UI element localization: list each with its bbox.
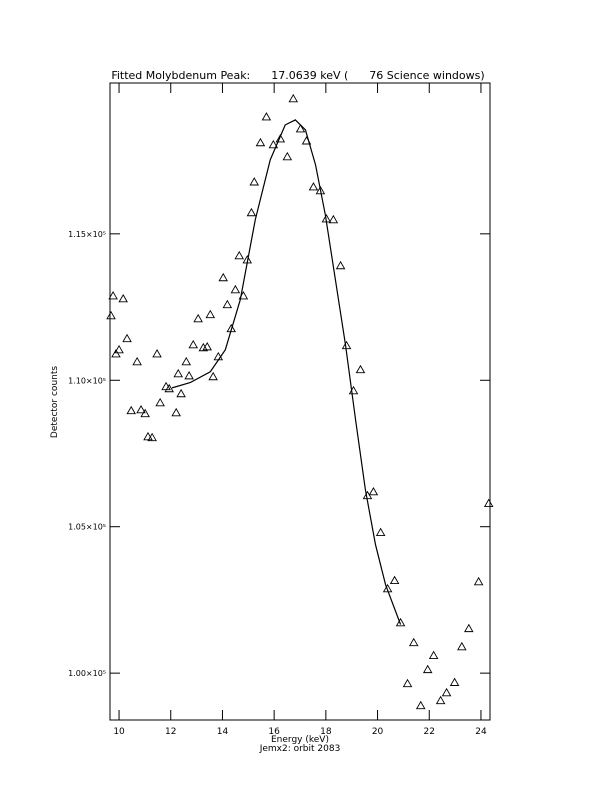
data-point [275,134,286,143]
data-point [155,397,165,407]
data-point [282,151,293,161]
subtitle: Jemx2: orbit 2083 [259,744,341,754]
data-point [415,700,426,710]
data-point [198,342,209,352]
y-tick-label: 1.10×10⁵ [68,376,106,385]
data-point [288,93,299,103]
data-point [122,333,132,343]
x-tick-label: 12 [165,727,176,737]
data-point [355,364,366,374]
data-point [114,344,124,354]
data-point [295,124,306,133]
data-point [441,687,452,697]
x-tick-label: 16 [268,727,280,737]
data-point [106,310,116,320]
data-point [428,650,439,660]
x-tick-label: 18 [320,727,332,737]
data-point [464,623,474,633]
data-point [147,432,157,442]
data-point [118,293,128,303]
x-tick-label: 10 [113,727,125,737]
data-point [205,309,216,319]
data-point [222,299,233,309]
data-point [164,383,174,393]
data-point [230,284,241,294]
x-tick-label: 20 [372,727,384,737]
data-point [375,527,386,537]
x-tick-label: 22 [424,727,435,737]
data-point [181,356,192,366]
data-point [111,349,121,358]
data-point [402,678,413,688]
data-point [176,388,186,398]
data-point [315,185,326,195]
data-point [208,371,218,381]
fit-line [171,119,402,625]
data-point [152,349,162,358]
data-point [457,641,467,651]
data-point [449,677,460,686]
data-point [368,486,379,496]
data-point [249,177,260,186]
data-point [335,260,346,270]
data-point [193,313,203,323]
data-point [483,498,494,508]
y-tick-label: 1.15×10⁵ [68,230,106,239]
data-point [473,576,484,586]
data-point [255,137,266,147]
data-point [268,139,279,149]
plot-frame [109,82,491,721]
data-point [108,291,118,300]
data-point [202,341,212,351]
data-point [246,207,257,217]
data-point [389,575,400,585]
x-tick-label: 24 [475,727,487,737]
data-point [408,637,419,647]
y-axis-label: Detector counts [50,366,60,438]
data-point [188,339,199,349]
y-tick-label: 1.00×10⁵ [68,669,106,678]
data-point [136,404,146,414]
data-point [126,405,136,415]
chart-title: Fitted Molybdenum Peak: 17.0639 keV ( 76… [111,69,484,82]
data-point [171,407,181,417]
x-tick-label: 14 [217,727,229,737]
data-point [234,250,245,260]
data-point [132,356,142,366]
data-point [395,617,406,627]
x-axis-label: Energy (keV) [271,735,329,745]
data-point [422,664,433,674]
data-point [173,368,184,378]
data-point [435,695,446,705]
y-tick-label: 1.05×10⁵ [68,523,106,532]
data-point [218,272,228,282]
data-point [308,182,319,191]
data-point [328,214,339,224]
data-point [140,408,150,418]
data-point [184,370,194,380]
data-point [261,112,272,121]
data-point [143,431,153,441]
